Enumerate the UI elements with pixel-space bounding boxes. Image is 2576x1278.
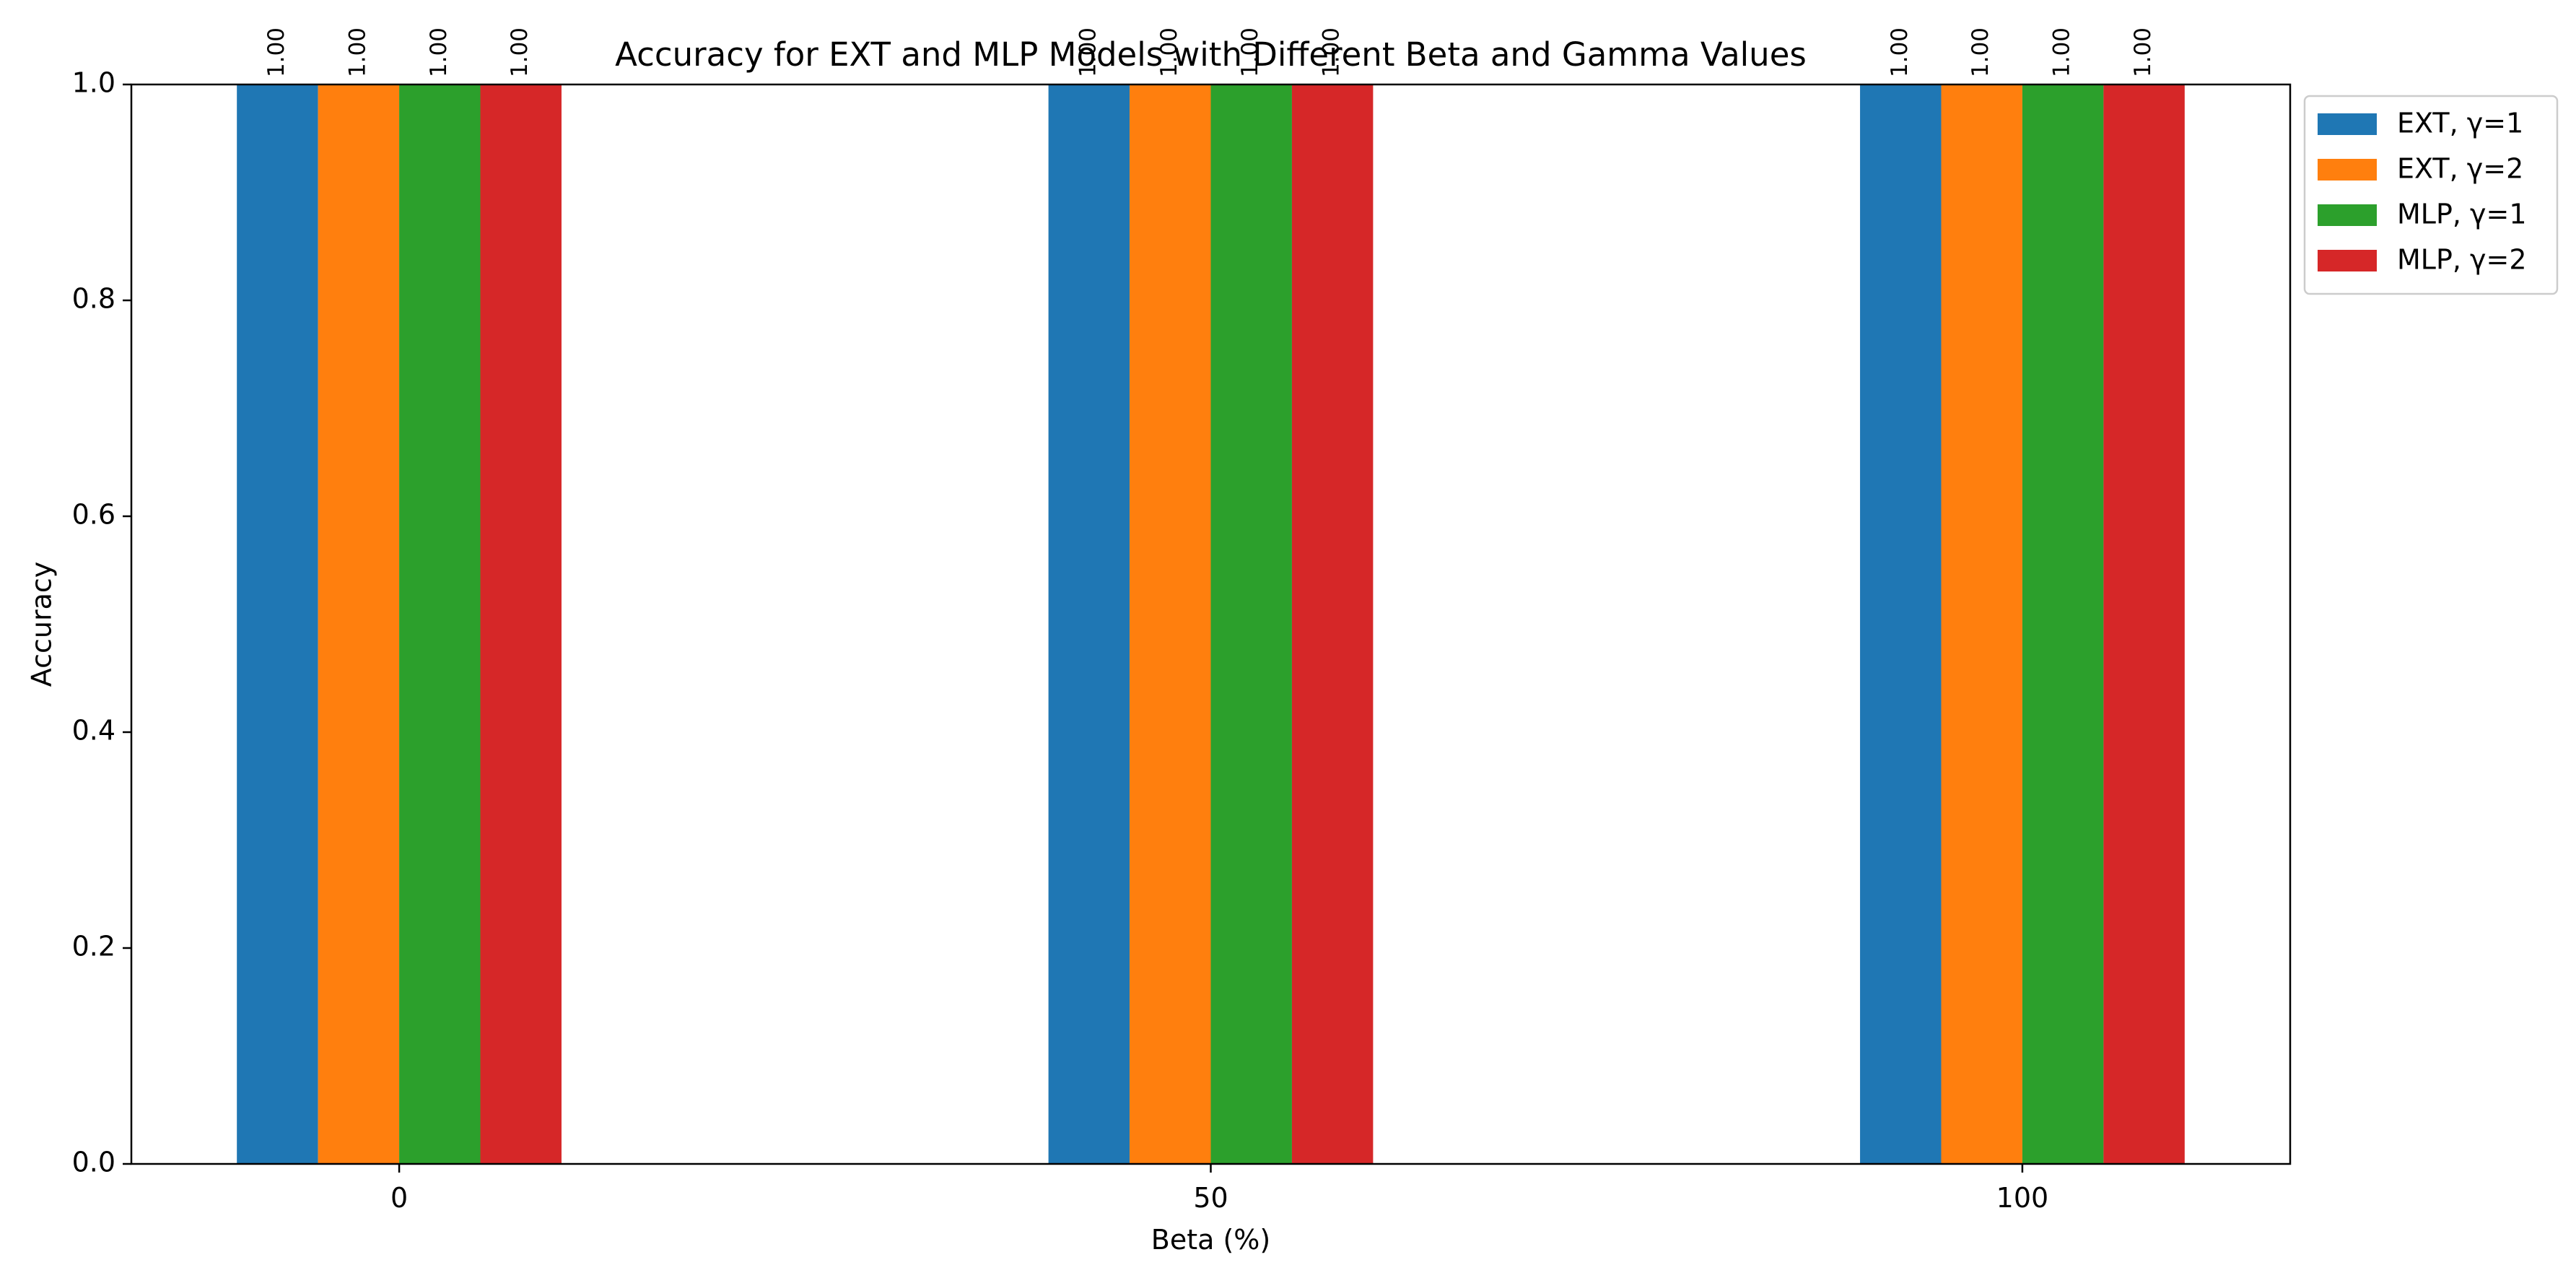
bar-4-100: [2103, 84, 2185, 1164]
x-axis-label: Beta (%): [1151, 1224, 1270, 1256]
bar-1-0: [237, 84, 318, 1164]
x-tick-label: 50: [1193, 1182, 1228, 1214]
data-label-4-0: 1.00: [507, 27, 533, 77]
data-label-4-50: 1.00: [1319, 27, 1345, 77]
bar-1-50: [1048, 84, 1130, 1164]
data-labels-layer: 1.00 1.00 1.00 1.00 1.00 1.00 1.00 1.00 1.00 1.00…: [263, 27, 2156, 77]
legend-frame: [2303, 95, 2559, 295]
bar-3-0: [399, 84, 481, 1164]
data-label-2-100: 1.00: [1968, 27, 1994, 77]
legend-swatch-3: [2318, 204, 2377, 226]
data-label-1-100: 1.00: [1887, 27, 1913, 77]
data-label-2-0: 1.00: [344, 27, 370, 77]
legend-swatch-2: [2318, 159, 2377, 181]
y-tick-label: 0.6: [72, 499, 115, 531]
legend-label-1: EXT, γ=1: [2397, 108, 2523, 139]
bar-4-50: [1291, 84, 1374, 1164]
bar-2-100: [1941, 84, 2022, 1164]
legend-swatch-1: [2318, 113, 2377, 135]
bar-4-0: [480, 84, 562, 1164]
legend-swatch-4: [2318, 250, 2377, 271]
legend-label-3: MLP, γ=1: [2397, 199, 2527, 230]
y-tick-label: 0.0: [72, 1147, 115, 1178]
x-tick-label: 100: [1996, 1182, 2049, 1214]
y-tick-label: 0.8: [72, 283, 115, 315]
x-tick-label: 0: [390, 1182, 408, 1214]
data-label-3-100: 1.00: [2049, 27, 2075, 77]
bar-3-100: [2022, 84, 2104, 1164]
y-tick-label: 1.0: [72, 67, 115, 99]
y-tick-label: 0.4: [72, 715, 115, 747]
axes-layer: 0.0 0.2 0.4 0.6 0.8 1.0 0 50 100: [72, 67, 2292, 1214]
chart-title: Accuracy for EXT and MLP Models with Dif…: [615, 35, 1807, 74]
data-label-1-0: 1.00: [263, 27, 289, 77]
bar-2-0: [318, 84, 400, 1164]
legend-label-4: MLP, γ=2: [2397, 244, 2527, 276]
data-label-4-100: 1.00: [2130, 27, 2156, 77]
legend: EXT, γ=1 EXT, γ=2 MLP, γ=1 MLP, γ=2: [2303, 95, 2559, 295]
data-label-2-50: 1.00: [1156, 27, 1182, 77]
bar-1-100: [1860, 84, 1942, 1164]
data-label-1-50: 1.00: [1075, 27, 1101, 77]
y-axis-label: Accuracy: [26, 562, 58, 687]
bar-2-50: [1130, 84, 1211, 1164]
legend-label-2: EXT, γ=2: [2397, 153, 2523, 185]
data-label-3-50: 1.00: [1237, 27, 1263, 77]
data-label-3-0: 1.00: [426, 27, 452, 77]
y-tick-label: 0.2: [72, 931, 115, 962]
bars-layer: [237, 84, 2185, 1164]
bar-3-50: [1210, 84, 1292, 1164]
